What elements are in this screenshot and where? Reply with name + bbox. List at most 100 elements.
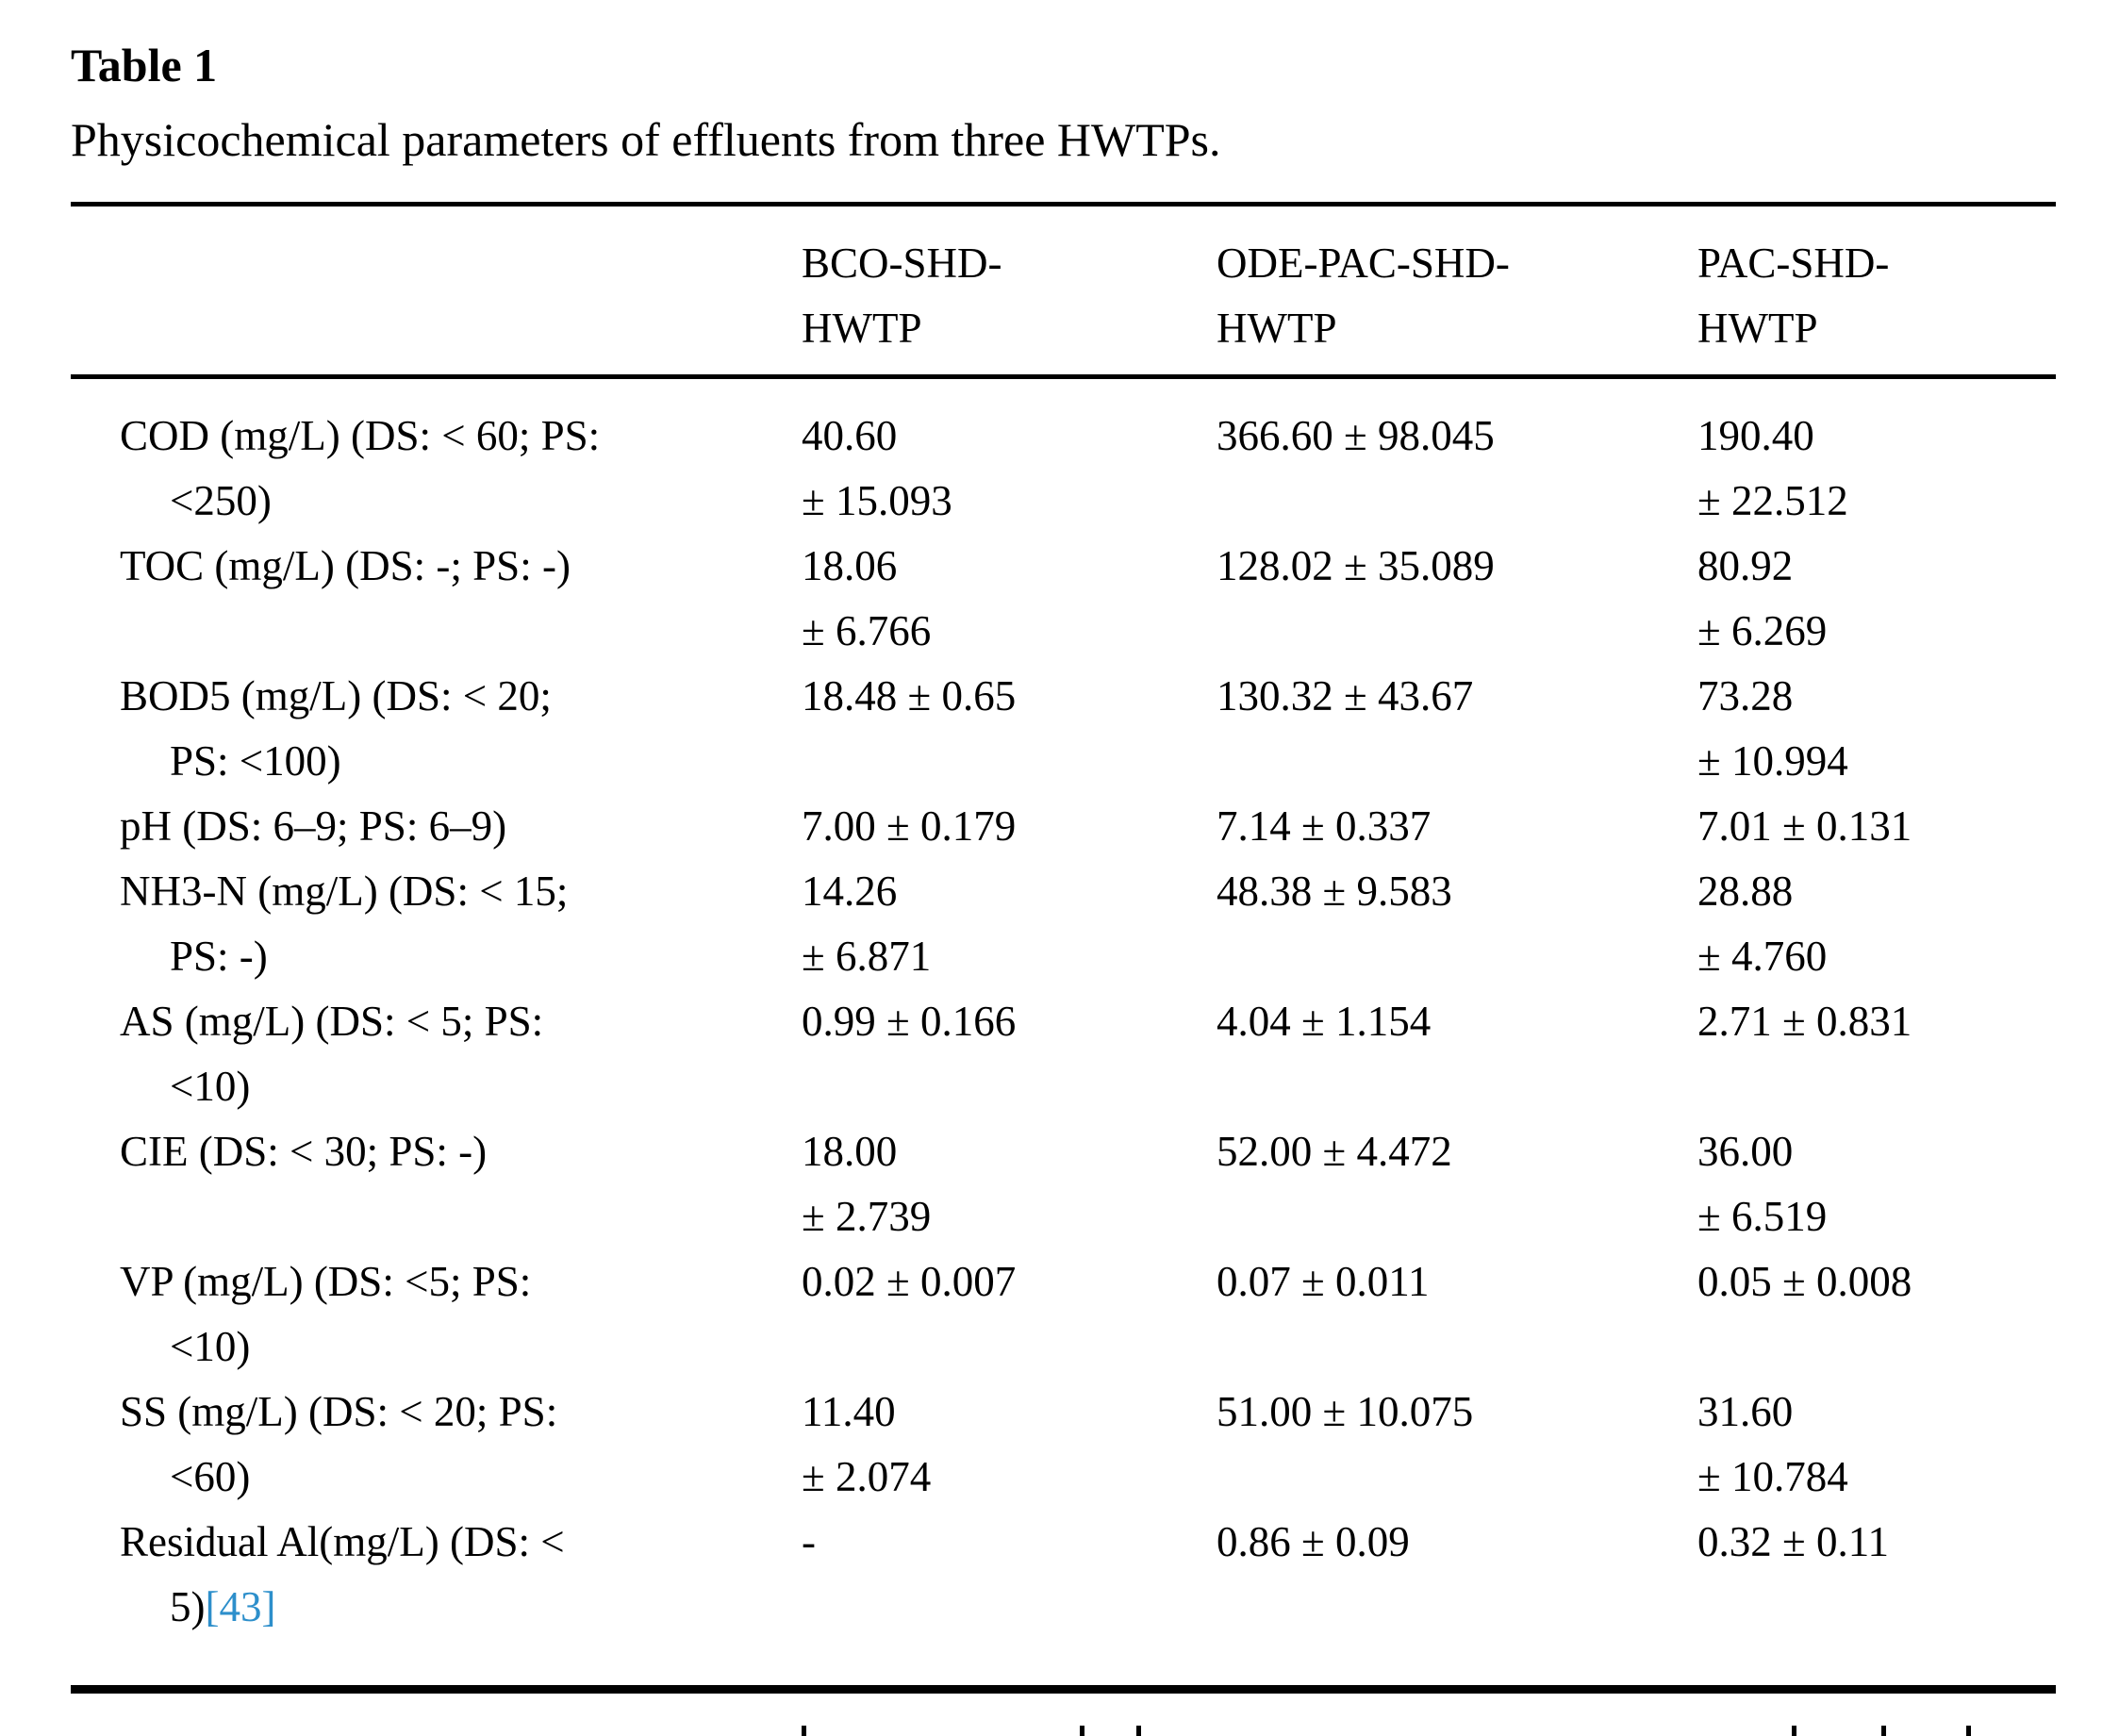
value-cell: 0.02 ± 0.007	[802, 1249, 1217, 1380]
value-line: ± 6.871	[802, 933, 932, 980]
param-line: COD (mg/L) (DS: < 60; PS:	[120, 412, 601, 459]
column-header-pac: PAC-SHD- HWTP	[1697, 204, 2056, 379]
value-cell: 18.06 ± 6.766	[802, 534, 1217, 664]
table-row: BOD5 (mg/L) (DS: < 20; PS: <100) 18.48 ± 0…	[71, 664, 2056, 794]
value-cell: 0.32 ± 0.11	[1697, 1510, 2056, 1690]
value-line: 190.40	[1697, 412, 1814, 459]
param-line: <10)	[170, 1063, 251, 1110]
value-cell: 28.88 ± 4.760	[1697, 859, 2056, 989]
value-cell: 73.28 ± 10.994	[1697, 664, 2056, 794]
table-body: COD (mg/L) (DS: < 60; PS: <250) 40.60 ± 15.…	[71, 377, 2056, 1690]
column-header-line: BCO-SHD-	[802, 240, 1002, 287]
value-cell: 0.05 ± 0.008	[1697, 1249, 2056, 1380]
clipped-glyph-fragment	[1881, 1726, 1886, 1736]
value-cell: 0.86 ± 0.09	[1217, 1510, 1697, 1690]
empty-header-cell	[71, 204, 802, 379]
table-row: pH (DS: 6–9; PS: 6–9) 7.00 ± 0.179 7.14 ± …	[71, 794, 2056, 859]
value-cell: 18.00 ± 2.739	[802, 1119, 1217, 1249]
table-title: Table 1	[71, 39, 218, 91]
value-cell: 0.99 ± 0.166	[802, 989, 1217, 1119]
table-row: TOC (mg/L) (DS: -; PS: -) 18.06 ± 6.766 128…	[71, 534, 2056, 664]
param-cell: CIE (DS: < 30; PS: -)	[71, 1119, 802, 1249]
param-line: AS (mg/L) (DS: < 5; PS:	[120, 998, 544, 1045]
value-line: ± 15.093	[802, 477, 952, 524]
value-line: 7.00 ± 0.179	[802, 802, 1017, 850]
clipped-glyph-fragment	[1080, 1726, 1084, 1736]
column-header-ode: ODE-PAC-SHD- HWTP	[1217, 204, 1697, 379]
citation-link[interactable]: [43]	[205, 1583, 276, 1630]
column-header-line: HWTP	[1217, 305, 1337, 352]
table-header: BCO-SHD- HWTP ODE-PAC-SHD- HWTP PAC-SHD-…	[71, 204, 2056, 379]
column-header-line: HWTP	[1697, 305, 1818, 352]
param-cell: COD (mg/L) (DS: < 60; PS: <250)	[71, 377, 802, 535]
value-line: 128.02 ± 35.089	[1217, 542, 1495, 589]
value-cell: 14.26 ± 6.871	[802, 859, 1217, 989]
value-line: ± 10.994	[1697, 737, 1848, 785]
value-line: 2.71 ± 0.831	[1697, 998, 1912, 1045]
value-cell: 0.07 ± 0.011	[1217, 1249, 1697, 1380]
value-cell: 128.02 ± 35.089	[1217, 534, 1697, 664]
value-line: 11.40	[802, 1388, 896, 1435]
value-line: 14.26	[802, 868, 898, 915]
column-header-line: HWTP	[802, 305, 922, 352]
param-cell: Residual Al(mg/L) (DS: < 5)[43]	[71, 1510, 802, 1690]
value-line: ± 2.074	[802, 1453, 932, 1500]
value-cell: 130.32 ± 43.67	[1217, 664, 1697, 794]
clipped-glyph-fragment	[802, 1726, 806, 1736]
value-cell: 36.00 ± 6.519	[1697, 1119, 2056, 1249]
value-line: ± 2.739	[802, 1193, 932, 1240]
value-line: 40.60	[802, 412, 898, 459]
value-line: 28.88	[1697, 868, 1794, 915]
value-line: 0.07 ± 0.011	[1217, 1258, 1430, 1305]
value-line: -	[802, 1518, 816, 1565]
table-row: COD (mg/L) (DS: < 60; PS: <250) 40.60 ± 15.…	[71, 377, 2056, 535]
value-line: 7.14 ± 0.337	[1217, 802, 1432, 850]
value-line: 51.00 ± 10.075	[1217, 1388, 1474, 1435]
param-line: PS: <100)	[170, 737, 341, 785]
table-row: AS (mg/L) (DS: < 5; PS: <10) 0.99 ± 0.166 4…	[71, 989, 2056, 1119]
value-line: 36.00	[1697, 1128, 1794, 1175]
value-line: 73.28	[1697, 672, 1794, 719]
value-line: 0.02 ± 0.007	[802, 1258, 1017, 1305]
value-cell: 51.00 ± 10.075	[1217, 1380, 1697, 1510]
param-cell: pH (DS: 6–9; PS: 6–9)	[71, 794, 802, 859]
param-line: pH (DS: 6–9; PS: 6–9)	[120, 802, 507, 850]
value-line: 0.32 ± 0.11	[1697, 1518, 1890, 1565]
paper-page: Table 1 Physicochemical parameters of ef…	[71, 36, 2056, 1694]
column-header-line: ODE-PAC-SHD-	[1217, 240, 1510, 287]
table-row: VP (mg/L) (DS: <5; PS: <10) 0.02 ± 0.007 0.…	[71, 1249, 2056, 1380]
value-line: 52.00 ± 4.472	[1217, 1128, 1452, 1175]
param-cell: TOC (mg/L) (DS: -; PS: -)	[71, 534, 802, 664]
value-line: 18.48 ± 0.65	[802, 672, 1017, 719]
value-line: 7.01 ± 0.131	[1697, 802, 1912, 850]
table-row: NH3-N (mg/L) (DS: < 15; PS: -) 14.26 ± 6.87…	[71, 859, 2056, 989]
value-line: 0.05 ± 0.008	[1697, 1258, 1912, 1305]
value-cell: 7.00 ± 0.179	[802, 794, 1217, 859]
value-cell: 31.60 ± 10.784	[1697, 1380, 2056, 1510]
value-line: 4.04 ± 1.154	[1217, 998, 1432, 1045]
value-cell: 48.38 ± 9.583	[1217, 859, 1697, 989]
value-line: 130.32 ± 43.67	[1217, 672, 1474, 719]
value-line: ± 22.512	[1697, 477, 1848, 524]
param-line: 5)[43]	[170, 1583, 276, 1630]
param-cell: AS (mg/L) (DS: < 5; PS: <10)	[71, 989, 802, 1119]
value-line: ± 6.519	[1697, 1193, 1828, 1240]
value-cell: 190.40 ± 22.512	[1697, 377, 2056, 535]
value-line: 80.92	[1697, 542, 1794, 589]
value-line: 48.38 ± 9.583	[1217, 868, 1452, 915]
column-header-bco: BCO-SHD- HWTP	[802, 204, 1217, 379]
clipped-footnote-line	[0, 1723, 2119, 1736]
param-line: NH3-N (mg/L) (DS: < 15;	[120, 868, 569, 915]
value-cell: 80.92 ± 6.269	[1697, 534, 2056, 664]
value-cell: 4.04 ± 1.154	[1217, 989, 1697, 1119]
value-cell: 40.60 ± 15.093	[802, 377, 1217, 535]
value-line: ± 10.784	[1697, 1453, 1848, 1500]
header-row: BCO-SHD- HWTP ODE-PAC-SHD- HWTP PAC-SHD-…	[71, 204, 2056, 379]
value-cell: 2.71 ± 0.831	[1697, 989, 2056, 1119]
clipped-glyph-fragment	[1136, 1726, 1141, 1736]
param-cell: BOD5 (mg/L) (DS: < 20; PS: <100)	[71, 664, 802, 794]
param-cell: VP (mg/L) (DS: <5; PS: <10)	[71, 1249, 802, 1380]
value-cell: 11.40 ± 2.074	[802, 1380, 1217, 1510]
clipped-glyph-fragment	[1966, 1726, 1971, 1736]
table-row: CIE (DS: < 30; PS: -) 18.00 ± 2.739 52.00 ±…	[71, 1119, 2056, 1249]
